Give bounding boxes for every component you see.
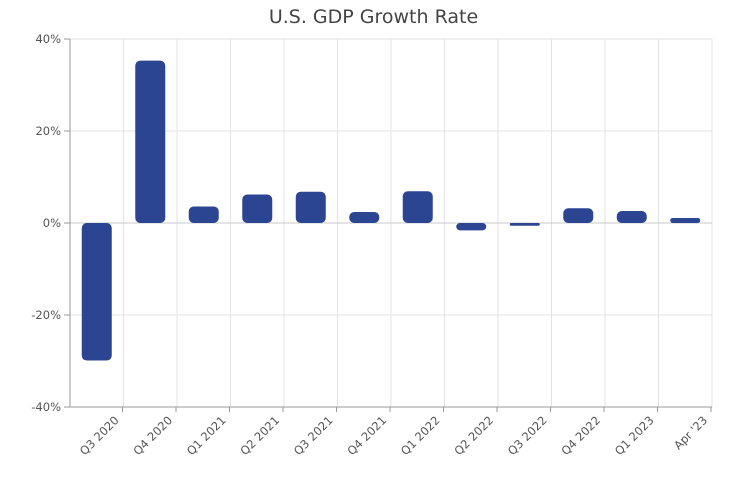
tick-labels: -40%-20%0%20%40%Q3 2020 Q4 2020 Q1 2021 Q2 … — [31, 32, 710, 458]
bar — [402, 191, 433, 223]
x-tick-label: Q2 2022 — [451, 413, 496, 458]
bar — [135, 60, 166, 224]
bar — [456, 223, 487, 231]
bar — [616, 211, 647, 223]
x-tick-label: Q2 2021 — [237, 413, 282, 458]
bar — [509, 223, 540, 226]
x-tick-label: Q1 2023 — [612, 413, 657, 458]
x-tick-label: Q4 2021 — [344, 413, 389, 458]
x-tick-label: Q1 2021 — [184, 413, 229, 458]
chart-title: U.S. GDP Growth Rate — [268, 6, 479, 28]
bar — [563, 208, 594, 223]
bar — [188, 206, 219, 223]
bar — [349, 211, 380, 223]
x-tick-label: Q3 2021 — [291, 413, 336, 458]
x-tick-label: Q4 2022 — [558, 413, 603, 458]
y-tick-label: 0% — [43, 216, 61, 230]
y-tick-label: -20% — [31, 308, 61, 322]
x-tick-label: Apr '23 — [671, 413, 710, 452]
x-tick-label: Q4 2020 — [130, 413, 175, 458]
bar — [295, 191, 326, 223]
bar — [242, 194, 273, 223]
y-tick-label: 40% — [35, 32, 61, 46]
y-tick-label: 20% — [35, 124, 61, 138]
bar — [670, 217, 701, 223]
axes — [64, 38, 712, 412]
x-tick-label: Q3 2022 — [505, 413, 550, 458]
bar — [81, 223, 112, 361]
y-tick-label: -40% — [31, 400, 61, 414]
bars — [81, 60, 701, 361]
x-tick-label: Q3 2020 — [77, 413, 122, 458]
x-tick-label: Q1 2022 — [398, 413, 443, 458]
